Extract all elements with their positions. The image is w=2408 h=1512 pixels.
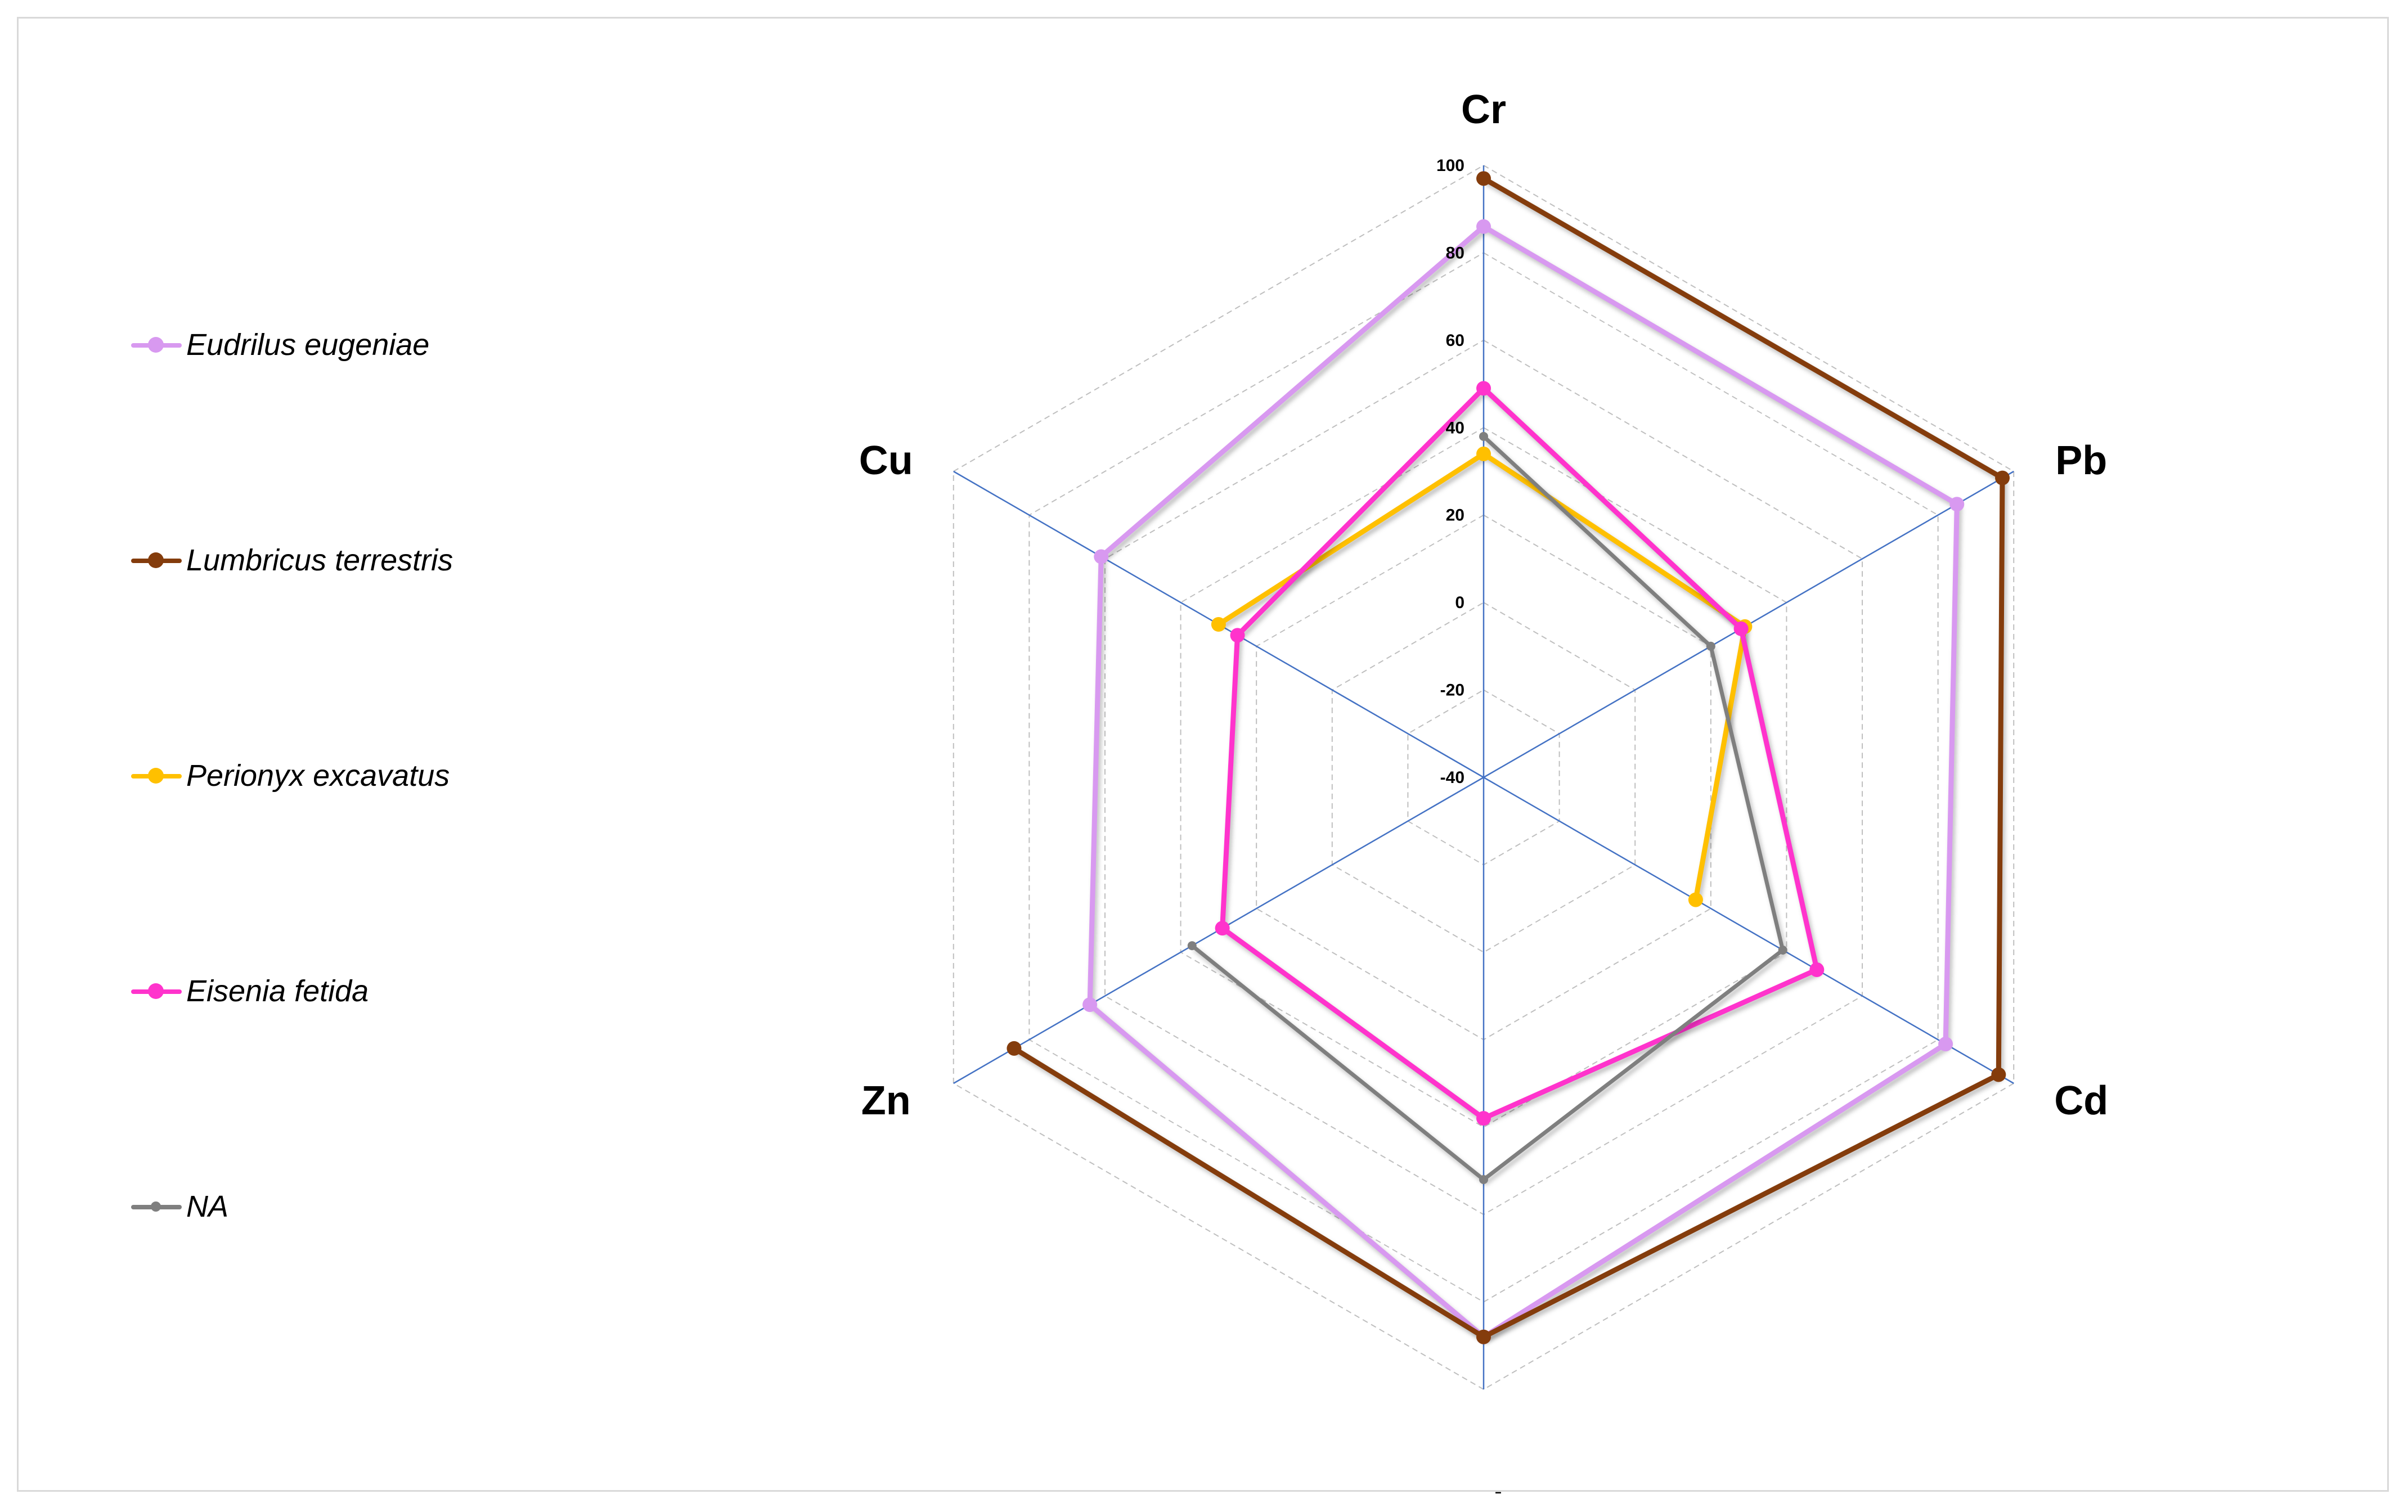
legend-label: NA xyxy=(186,1190,229,1223)
tick-label: -40 xyxy=(1440,768,1464,787)
label-layer: 100 80 60 40 20 0 -20 -40 Cr Pb Cd Ni Zn Cu xyxy=(859,87,2108,1493)
legend-item-eisenia-fetida[interactable]: Eisenia fetida xyxy=(131,969,369,1014)
legend-item-perionyx-excavatus[interactable]: Perionyx excavatus xyxy=(131,753,450,798)
data-point xyxy=(1995,470,2010,485)
legend-swatch-icon xyxy=(131,969,182,1014)
tick-label: 20 xyxy=(1446,506,1464,525)
data-point xyxy=(1082,997,1098,1012)
axis-label-zn: Zn xyxy=(861,1078,911,1123)
series-line xyxy=(1217,451,1747,901)
axis-label-cr: Cr xyxy=(1461,87,1506,132)
axis-layer xyxy=(953,165,2014,1389)
series-eisenia-fetida xyxy=(1215,381,1825,1126)
data-point xyxy=(1230,628,1245,643)
data-point xyxy=(1479,431,1488,441)
legend-label: Lumbricus terrestris xyxy=(186,543,453,577)
data-point xyxy=(1688,892,1703,907)
axis-label-pb: Pb xyxy=(2055,438,2107,483)
legend-label: Perionyx excavatus xyxy=(186,759,450,793)
data-point xyxy=(1211,617,1226,632)
data-point xyxy=(1476,381,1491,396)
axis-label-cu: Cu xyxy=(859,438,913,483)
data-point xyxy=(1476,446,1491,461)
legend-swatch-icon xyxy=(131,322,182,367)
axis-label-ni: Ni xyxy=(1463,1486,1504,1493)
data-point xyxy=(1476,171,1491,186)
data-point xyxy=(1706,641,1715,651)
legend-label: Eisenia fetida xyxy=(186,974,369,1008)
data-point xyxy=(1778,945,1787,955)
data-point xyxy=(1187,941,1197,951)
legend-swatch-icon xyxy=(131,538,182,583)
data-point xyxy=(1215,921,1230,936)
series-lumbricus-terrestris xyxy=(1007,171,2010,1344)
data-point xyxy=(1476,219,1491,234)
tick-label: 80 xyxy=(1446,244,1464,262)
series-perionyx-excavatus xyxy=(1211,446,1753,907)
data-point xyxy=(1094,549,1109,564)
data-point xyxy=(1991,1067,2006,1082)
legend-swatch-icon xyxy=(131,1184,182,1229)
data-point xyxy=(1809,962,1825,977)
data-point xyxy=(1938,1037,1953,1052)
tick-label: 60 xyxy=(1446,331,1464,350)
tick-label: -20 xyxy=(1440,681,1464,700)
data-point xyxy=(1476,1329,1491,1344)
tick-label: 100 xyxy=(1436,156,1464,175)
legend-item-na[interactable]: NA xyxy=(131,1184,228,1229)
series-line xyxy=(1220,385,1820,1121)
radar-chart: 100 80 60 40 20 0 -20 -40 Cr Pb Cd Ni Zn Cu xyxy=(859,87,2108,1493)
axis-label-cd: Cd xyxy=(2054,1078,2108,1123)
data-point xyxy=(1733,621,1749,636)
data-point xyxy=(1949,497,1965,512)
series-eudrilus-eugeniae xyxy=(1082,219,1965,1344)
data-point xyxy=(1479,1174,1488,1184)
legend-item-lumbricus-terrestris[interactable]: Lumbricus terrestris xyxy=(131,538,453,583)
tick-label: 0 xyxy=(1455,593,1464,612)
data-point xyxy=(1007,1041,1022,1056)
series-line xyxy=(1087,224,1960,1340)
data-point xyxy=(1476,1111,1491,1126)
axis-spoke xyxy=(1483,776,2014,1084)
series-layer xyxy=(1007,171,2010,1344)
series-na xyxy=(1187,431,1787,1184)
tick-label: 40 xyxy=(1446,418,1464,437)
chart-frame: 100 80 60 40 20 0 -20 -40 Cr Pb Cd Ni Zn Cu Eudrilus … xyxy=(17,17,2389,1493)
series-line xyxy=(1190,435,1785,1182)
legend-label: Eudrilus eugeniae xyxy=(186,328,430,362)
legend-swatch-icon xyxy=(131,753,182,798)
legend-item-eudrilus-eugeniae[interactable]: Eudrilus eugeniae xyxy=(131,322,429,367)
